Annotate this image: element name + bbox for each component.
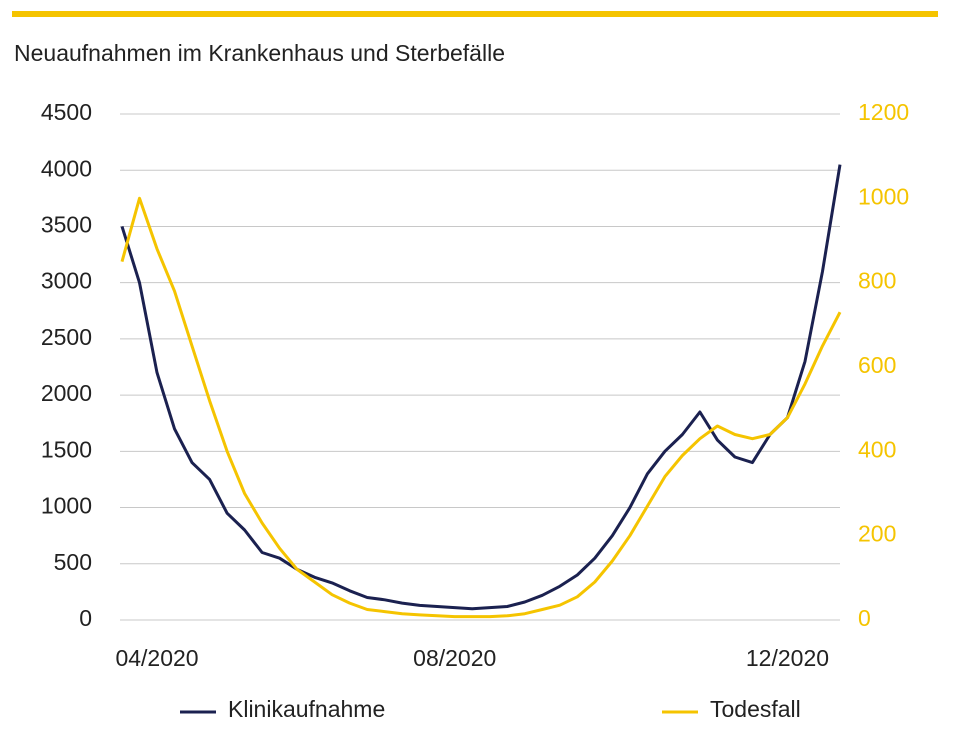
x-tick-label: 08/2020 [413,645,496,671]
chart-subtitle: Neuaufnahmen im Krankenhaus und Sterbefä… [14,40,505,66]
data-line [120,196,842,619]
y2-tick-label: 1000 [858,183,909,209]
legend-label: Klinikaufnahme [228,696,385,722]
y-tick-label: 0 [79,605,92,631]
data-line [120,164,842,611]
y-tick-label: 2000 [41,380,92,406]
x-tick-label: 12/2020 [746,645,829,671]
y2-tick-label: 600 [858,352,896,378]
y-tick-label: 2500 [41,324,92,350]
y-tick-label: 3500 [41,212,92,238]
y-tick-label: 1500 [41,436,92,462]
y-tick-label: 500 [54,549,92,575]
y2-tick-label: 400 [858,436,896,462]
y-tick-label: 1000 [41,493,92,519]
x-tick-label: 04/2020 [115,645,198,671]
top-bar [12,11,938,17]
y2-tick-label: 1200 [858,99,909,125]
y2-tick-label: 200 [858,521,896,547]
y-tick-label: 4000 [41,155,92,181]
y2-tick-label: 0 [858,605,871,631]
y-tick-label: 4500 [41,99,92,125]
y2-tick-label: 800 [858,268,896,294]
legend-label: Todesfall [710,696,801,722]
y-tick-label: 3000 [41,268,92,294]
